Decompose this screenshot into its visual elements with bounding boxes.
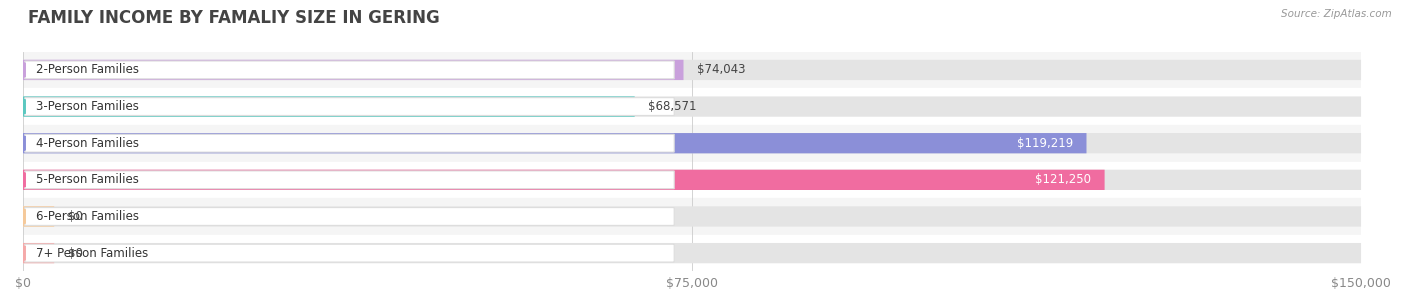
FancyBboxPatch shape [22, 243, 1361, 263]
Text: $121,250: $121,250 [1035, 173, 1091, 186]
Bar [22, 162, 1361, 198]
Text: FAMILY INCOME BY FAMALIY SIZE IN GERING: FAMILY INCOME BY FAMALIY SIZE IN GERING [28, 9, 440, 27]
FancyBboxPatch shape [25, 208, 675, 225]
Text: 3-Person Families: 3-Person Families [37, 100, 139, 113]
Bar [22, 235, 1361, 271]
Text: $0: $0 [67, 210, 83, 223]
FancyBboxPatch shape [22, 133, 1361, 153]
FancyBboxPatch shape [22, 60, 1361, 80]
Bar [22, 88, 1361, 125]
FancyBboxPatch shape [22, 206, 1361, 227]
Text: 2-Person Families: 2-Person Families [37, 63, 139, 77]
FancyBboxPatch shape [22, 170, 1361, 190]
FancyBboxPatch shape [22, 206, 55, 227]
Text: 7+ Person Families: 7+ Person Families [37, 247, 149, 260]
FancyBboxPatch shape [25, 61, 675, 79]
Text: 4-Person Families: 4-Person Families [37, 137, 139, 150]
FancyBboxPatch shape [22, 133, 1087, 153]
Bar [22, 52, 1361, 88]
FancyBboxPatch shape [25, 134, 675, 152]
FancyBboxPatch shape [25, 98, 675, 116]
Text: 5-Person Families: 5-Person Families [37, 173, 139, 186]
Bar [22, 198, 1361, 235]
FancyBboxPatch shape [22, 96, 1361, 117]
FancyBboxPatch shape [22, 60, 683, 80]
Bar [22, 125, 1361, 162]
Text: $68,571: $68,571 [648, 100, 696, 113]
Text: $0: $0 [67, 247, 83, 260]
FancyBboxPatch shape [22, 243, 55, 263]
Text: $119,219: $119,219 [1017, 137, 1073, 150]
Text: 6-Person Families: 6-Person Families [37, 210, 139, 223]
FancyBboxPatch shape [25, 171, 675, 189]
FancyBboxPatch shape [22, 170, 1105, 190]
Text: $74,043: $74,043 [697, 63, 745, 77]
Text: Source: ZipAtlas.com: Source: ZipAtlas.com [1281, 9, 1392, 19]
FancyBboxPatch shape [22, 96, 634, 117]
FancyBboxPatch shape [25, 244, 675, 262]
